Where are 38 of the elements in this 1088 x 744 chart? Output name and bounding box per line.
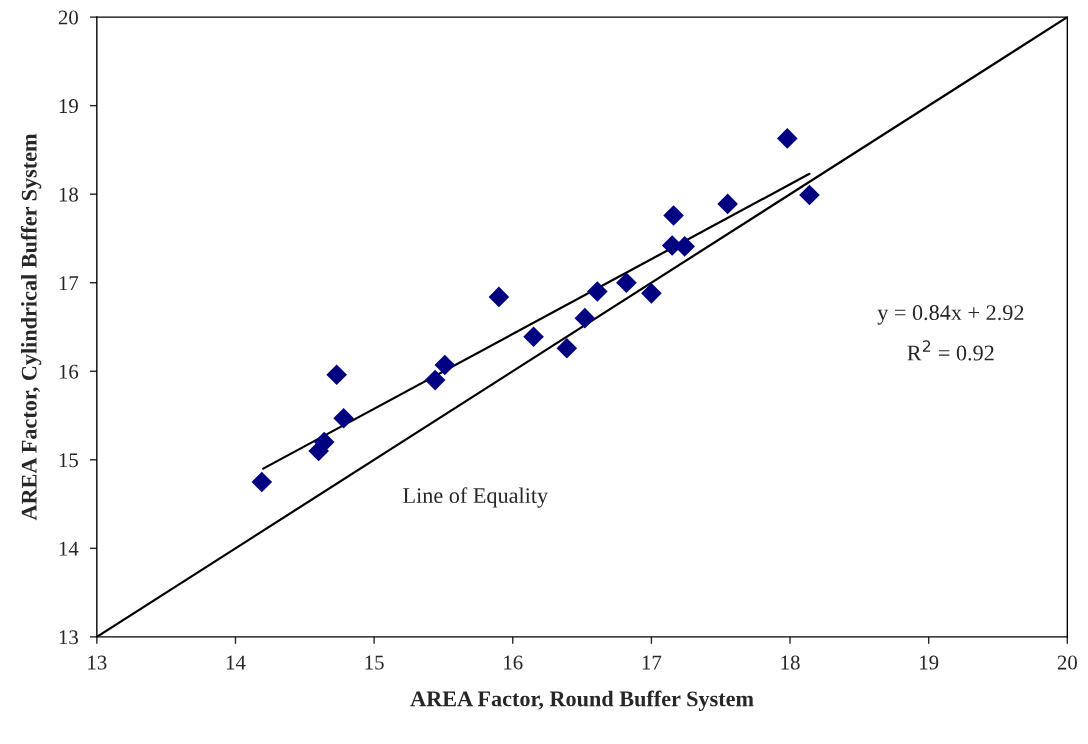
y-tick-label: 13 <box>59 630 78 645</box>
point <box>641 283 662 304</box>
point <box>434 354 456 376</box>
point <box>776 128 798 149</box>
point <box>488 286 510 308</box>
point <box>251 471 273 493</box>
y-tick-label: 18 <box>59 187 78 202</box>
annotation: R$^{2}$ = 0.92 <box>907 340 994 361</box>
point <box>574 307 596 329</box>
y-tick-label: 19 <box>59 99 78 114</box>
x-tick-label: 17 <box>642 655 662 670</box>
point <box>799 184 820 206</box>
point <box>556 337 578 359</box>
x-tick-label: 16 <box>504 655 523 670</box>
point <box>663 205 684 226</box>
point <box>587 281 608 302</box>
y-tick-label: 15 <box>59 453 78 468</box>
x-tick-label: 20 <box>1057 655 1077 670</box>
annotation: Line of Equality <box>403 487 549 508</box>
point <box>333 407 354 429</box>
annotation: y = 0.84x + 2.92 <box>877 305 1024 325</box>
point <box>313 431 335 453</box>
point <box>523 326 544 348</box>
point <box>616 272 637 294</box>
x-tick-label: 13 <box>88 655 107 670</box>
y-tick-label: 20 <box>58 10 78 25</box>
point <box>717 193 738 215</box>
y-tick-label: 16 <box>59 364 79 379</box>
x-tick-label: 19 <box>920 655 939 670</box>
y-axis-title: AREA Factor, Cylindrical Buffer System <box>20 133 42 521</box>
y-tick-label: 17 <box>59 276 79 290</box>
x-tick-label: 15 <box>365 655 384 670</box>
y-tick-label: 14 <box>59 541 79 556</box>
point <box>424 369 446 391</box>
x-axis-title: AREA Factor, Round Buffer System <box>410 690 754 711</box>
point <box>326 364 347 386</box>
x-tick-label: 14 <box>226 655 246 670</box>
x-tick-label: 18 <box>781 655 800 670</box>
